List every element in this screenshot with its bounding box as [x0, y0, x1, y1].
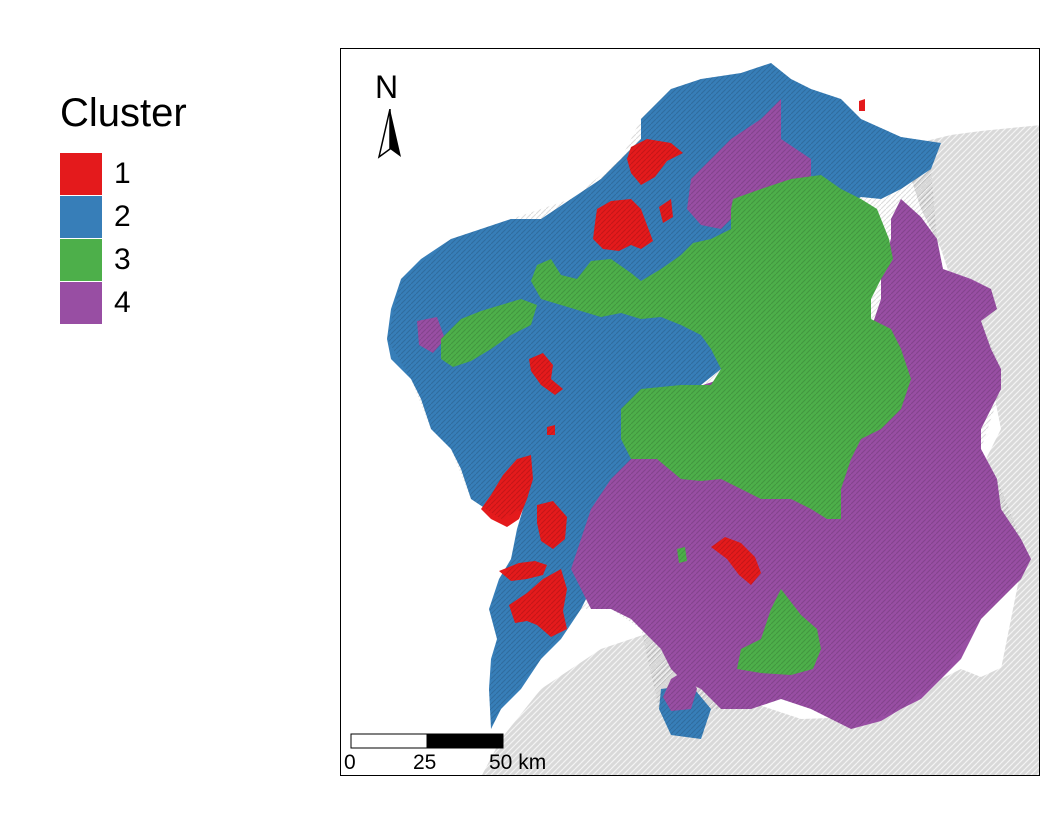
north-arrow-icon: [377, 109, 401, 159]
map-frame[interactable]: N 0 25 50 km: [340, 48, 1040, 776]
legend-item-cluster-4: 4: [60, 281, 187, 324]
legend-item-cluster-3: 3: [60, 238, 187, 281]
legend: Cluster 1 2 3 4: [60, 90, 187, 324]
hillshade-overlay: [387, 63, 1031, 739]
relief-south: [482, 629, 1039, 775]
north-label: N: [375, 69, 399, 105]
legend-title: Cluster: [60, 91, 187, 135]
legend-item-cluster-1: 1: [60, 152, 187, 195]
legend-swatch-cluster-4: [60, 281, 102, 324]
legend-label: 4: [114, 285, 131, 319]
legend-label: 3: [114, 242, 131, 276]
scale-label-25: 25: [413, 751, 437, 774]
legend-label: 1: [114, 156, 131, 190]
relief-east: [901, 125, 1039, 775]
scale-label-50: 50 km: [489, 751, 547, 774]
scale-bar: [350, 733, 504, 749]
cluster-map: [387, 63, 1039, 775]
cluster-1-patch: [859, 99, 865, 111]
legend-label: 2: [114, 199, 131, 233]
legend-swatch-cluster-2: [60, 195, 102, 238]
legend-swatch-cluster-3: [60, 238, 102, 281]
scale-label-0: 0: [344, 751, 356, 774]
legend-swatch-cluster-1: [60, 152, 102, 195]
legend-item-cluster-2: 2: [60, 195, 187, 238]
